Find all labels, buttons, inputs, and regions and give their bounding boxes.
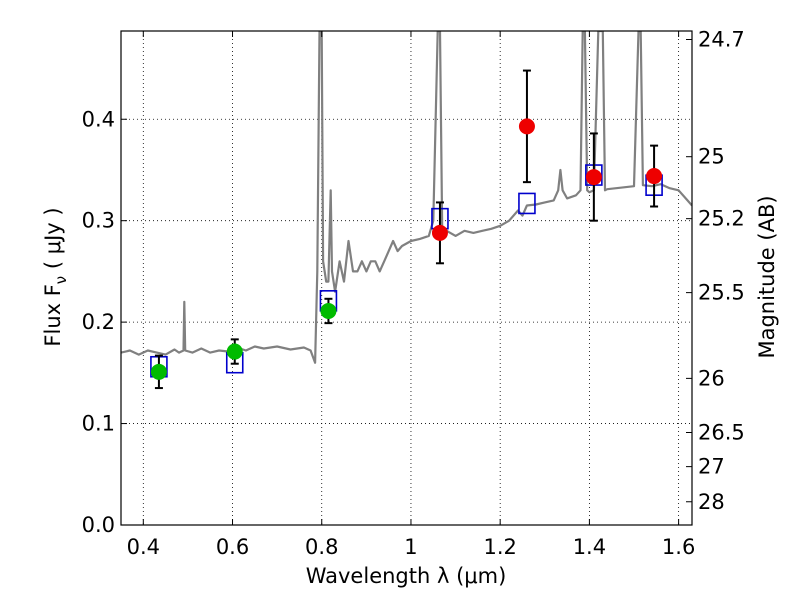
x-axis-label: Wavelength λ (μm) bbox=[306, 564, 507, 588]
flux-data-point bbox=[518, 118, 535, 135]
model-square-marker bbox=[518, 192, 536, 215]
x-tick-label: 0.4 bbox=[127, 535, 160, 559]
y2-tick-label: 25 bbox=[698, 145, 725, 169]
y-tick-label: 0.4 bbox=[82, 107, 115, 131]
y-axis-label-main: Flux F bbox=[41, 284, 65, 346]
x-tick-label: 1.6 bbox=[662, 535, 695, 559]
y-tick-label: 0.1 bbox=[82, 412, 115, 436]
y2-tick-label: 27 bbox=[698, 455, 725, 479]
y2-tick-label: 25.2 bbox=[698, 207, 745, 231]
y2-tick-label: 25.5 bbox=[698, 281, 745, 305]
flux-data-point bbox=[585, 169, 602, 186]
flux-data-point bbox=[320, 302, 337, 319]
y2-tick-label: 26.5 bbox=[698, 420, 745, 444]
plot-frame bbox=[120, 30, 693, 526]
x-tick-label: 0.8 bbox=[305, 535, 338, 559]
spectrum-line bbox=[121, 31, 692, 364]
y-axis-label: Flux Fν ( μJy ) bbox=[41, 207, 70, 346]
y-axis-label-unit: ( μJy ) bbox=[41, 207, 65, 275]
flux-data-point bbox=[150, 363, 167, 380]
x-tick-label: 0.6 bbox=[216, 535, 249, 559]
y-tick-label: 0.3 bbox=[82, 209, 115, 233]
y-tick-label: 0.0 bbox=[82, 513, 115, 537]
flux-data-point bbox=[646, 168, 663, 185]
flux-data-point bbox=[431, 224, 448, 241]
flux-data-point bbox=[226, 343, 243, 360]
y-tick-label: 0.2 bbox=[82, 310, 115, 334]
ticks: 0.4 0.6 0.8 1 1.2 1.4 1.6 0.0 0.1 0.2 0.3 0.4 24.7 25… bbox=[82, 27, 745, 559]
y2-tick-label: 28 bbox=[698, 490, 725, 514]
photometry-markers bbox=[150, 69, 663, 390]
x-tick-label: 1 bbox=[404, 535, 417, 559]
y2-tick-label: 26 bbox=[698, 366, 725, 390]
grid bbox=[121, 31, 692, 525]
y2-axis-label: Magnitude (AB) bbox=[755, 195, 779, 358]
x-tick-label: 1.4 bbox=[573, 535, 606, 559]
spectrum-path bbox=[121, 31, 692, 364]
y2-tick-label: 24.7 bbox=[698, 27, 745, 51]
y-axis-label-sub: ν bbox=[52, 276, 70, 284]
x-tick-label: 1.2 bbox=[483, 535, 516, 559]
